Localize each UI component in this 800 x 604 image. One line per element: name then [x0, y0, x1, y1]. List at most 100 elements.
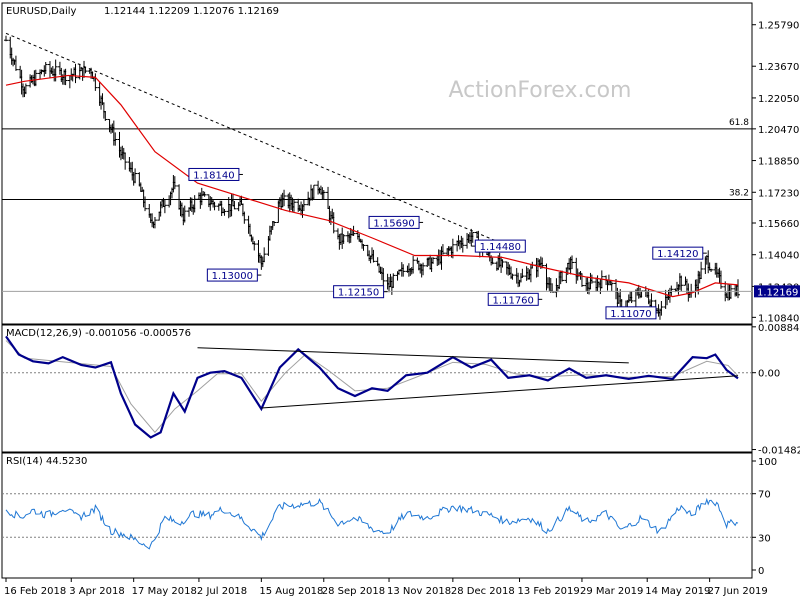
ohlc-bar	[13, 55, 18, 71]
ohlc-bar	[490, 257, 495, 265]
ohlc-bar	[77, 63, 82, 80]
price-annotation: 1.13000	[206, 268, 262, 282]
ohlc-bar	[381, 268, 386, 286]
x-axis-tick-label: 28 Sep 2018	[322, 586, 385, 597]
ohlc-bar	[609, 281, 614, 291]
rsi-axis-tick-label: 100	[758, 457, 777, 468]
ohlc-bar	[182, 205, 187, 223]
x-axis-tick-label: 14 May 2019	[645, 586, 710, 597]
ohlc-bar	[500, 259, 505, 268]
x-axis-tick-label: 15 Aug 2018	[259, 586, 323, 597]
macd-axis-tick-label: 0.008847	[758, 323, 800, 334]
price-axis-tick-label: 1.20470	[758, 125, 799, 136]
ohlc-bar	[401, 264, 406, 277]
ohlc-bar	[361, 244, 366, 251]
ohlc-bar	[33, 69, 38, 87]
price-annotation-box	[605, 306, 657, 320]
ohlc-bar	[23, 83, 28, 95]
ohlc-bar	[709, 268, 714, 272]
ohlc-bar	[510, 273, 515, 280]
ohlc-bar	[659, 301, 664, 316]
price-annotation-label: 1.14120	[657, 249, 698, 260]
rsi-panel: RSI(14) 44.5230	[2, 456, 752, 550]
ohlc-bar	[272, 221, 277, 227]
price-annotation-label: 1.13000	[212, 271, 253, 282]
macd-axis-tick-label: -0.014824	[758, 446, 800, 457]
price-annotation-box	[206, 268, 258, 282]
rsi-axis-tick-label: 0	[758, 566, 764, 577]
price-axis-tick-label: 1.18850	[758, 157, 799, 168]
frame-layer	[1, 2, 753, 579]
price-axis-tick-label: 1.15660	[758, 219, 799, 230]
price-annotation-box	[487, 292, 539, 306]
ohlc-bar	[63, 68, 68, 86]
ohlc-bar	[43, 62, 48, 75]
price-annotation: 1.12150	[333, 285, 388, 299]
rsi-axis-tick-label: 70	[758, 490, 771, 501]
price-annotation: 1.14120	[652, 246, 707, 260]
ohlc-bar	[560, 270, 565, 282]
ohlc-bar	[649, 293, 654, 308]
ohlc-bar	[133, 168, 138, 184]
ohlc-bar	[152, 216, 157, 229]
ohlc-bar	[172, 176, 177, 190]
current-price-badge	[754, 285, 800, 298]
price-axis-tick-label: 1.25790	[758, 21, 799, 32]
ohlc-bar	[282, 189, 287, 207]
price-axis-tick-label: 1.23670	[758, 62, 799, 73]
price-annotation-box	[652, 246, 704, 260]
ohlc-bar	[222, 209, 227, 216]
x-axis-tick-label: 29 Mar 2019	[580, 586, 643, 597]
price-annotation: 1.14480	[471, 239, 526, 253]
ohlc-bar	[242, 211, 247, 224]
ohlc-bar	[421, 262, 426, 276]
ohlc-bar	[73, 63, 78, 84]
macd-panel-border	[1, 324, 753, 453]
ohlc-bar	[83, 66, 88, 74]
price-axis-tick-label: 1.17230	[758, 188, 799, 199]
macd-axis-tick-label: 0.00	[758, 369, 780, 380]
ohlc-bar	[202, 191, 207, 197]
ohlc-bar	[570, 255, 575, 270]
ohlc-bar	[252, 241, 257, 251]
x-axis-tick-label: 2 Jul 2018	[197, 586, 247, 597]
ohlc-bar	[232, 200, 237, 210]
ohlc-bar	[93, 73, 98, 91]
rsi-axis-tick-label: 30	[758, 533, 771, 544]
macd-panel: MACD(12,26,9) -0.001056 -0.000576	[2, 328, 752, 439]
macd-support-trendline	[261, 375, 739, 409]
ohlc-bar	[391, 273, 396, 288]
ohlc-bar	[679, 275, 684, 292]
price-panel: 61.8 38.2 1.18140 1.13000 1.15690 1.12150 1.14…	[2, 32, 752, 320]
ohlc-bar	[4, 35, 8, 42]
price-annotation-box	[368, 215, 420, 229]
ohlc-bar	[371, 249, 376, 263]
price-annotation-label: 1.15690	[373, 218, 414, 229]
rsi-title: RSI(14) 44.5230	[6, 456, 87, 467]
price-annotation: 1.11070	[605, 306, 660, 320]
ohlc-bar	[411, 255, 416, 274]
ohlc-bar	[291, 199, 296, 212]
price-annotation-box	[474, 239, 526, 253]
price-annotation-label: 1.11760	[493, 295, 534, 306]
ohlc-bar	[301, 198, 306, 212]
ohlc-bar	[699, 261, 704, 280]
price-axis-tick-label: 1.10840	[758, 313, 799, 324]
price-panel-border	[1, 2, 753, 325]
price-annotation: 1.18140	[188, 167, 243, 181]
axis-layer: 1.25790 1.23670 1.22050 1.20470 1.18850 1.172…	[4, 21, 800, 597]
downtrend-line	[5, 32, 509, 247]
ohlc-bar	[736, 279, 740, 299]
price-annotation-box	[188, 167, 240, 181]
ohlc-bar	[540, 257, 545, 269]
ohlc-bar	[212, 201, 217, 211]
moving-average-line	[5, 74, 739, 298]
price-annotation-label: 1.14480	[480, 242, 521, 253]
price-axis-tick-label: 1.14040	[758, 251, 799, 262]
ohlc-bar	[460, 237, 465, 253]
ohlc-bar	[311, 184, 316, 199]
ohlc-bar	[629, 291, 634, 304]
ohlc-bar	[470, 232, 475, 243]
